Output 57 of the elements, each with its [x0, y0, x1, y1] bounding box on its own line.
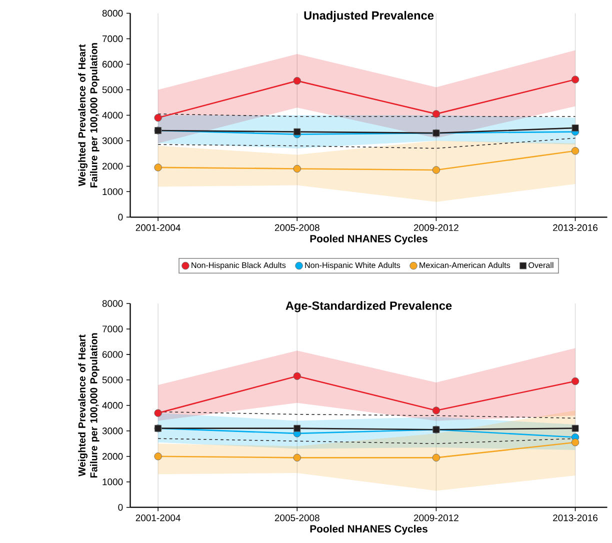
point [571, 146, 580, 155]
y-axis-title: Weighted Prevalence of Heart Failure per 100,000 Population [78, 333, 100, 478]
x-tick-label: 2001-2004 [136, 514, 180, 522]
point [293, 76, 301, 84]
x-tick-label: 2005-2008 [274, 224, 320, 231]
point [294, 128, 301, 136]
y-tick-label: 5000 [102, 86, 123, 93]
x-tick-label: 2013-2016 [553, 514, 598, 522]
point [294, 424, 301, 432]
y-tick-label: 8000 [102, 300, 123, 307]
point [572, 124, 579, 132]
legend-label: Non-Hispanic Black Adults [192, 262, 286, 270]
point [571, 76, 580, 84]
point [293, 164, 301, 172]
point [432, 454, 440, 462]
point [572, 424, 579, 432]
point [293, 454, 301, 462]
x-tick-label: 2009-2012 [414, 514, 458, 522]
point [154, 452, 162, 460]
y-tick-label: 6000 [102, 350, 123, 358]
x-tick-label: 2001-2004 [136, 224, 180, 231]
legend-label: Overall [528, 262, 554, 268]
point [432, 406, 440, 414]
point [293, 372, 301, 380]
y-tick-label: 7000 [102, 325, 123, 332]
x-tick-label: 2013-2016 [553, 224, 598, 231]
y-tick-label: 8000 [102, 10, 123, 16]
y-tick-label: 4000 [102, 112, 123, 118]
x-tick-label: 2005-2008 [274, 514, 320, 522]
y-tick-label: 4000 [102, 402, 123, 409]
y-tick-label: 5000 [102, 376, 123, 384]
y-tick-label: 3000 [102, 137, 123, 144]
point [571, 377, 580, 385]
y-tick-label: 7000 [102, 35, 123, 42]
chart-title: Age-Standardized Prevalence [286, 300, 452, 312]
y-axis-title: Weighted Prevalence of Heart Failure per 100,000 Population [78, 42, 100, 188]
y-tick-label: 1000 [102, 188, 123, 195]
point [154, 163, 162, 172]
x-tick-label: 2009-2012 [414, 224, 458, 231]
point [571, 438, 580, 446]
point [432, 166, 440, 174]
y-tick-label: 1000 [102, 478, 123, 486]
y-tick-label: 0 [118, 214, 123, 220]
point [432, 110, 440, 118]
y-tick-label: 0 [118, 504, 123, 511]
y-tick-label: 3000 [102, 427, 123, 434]
y-tick-label: 2000 [102, 162, 123, 170]
legend-label: Non-Hispanic White Adults [305, 262, 400, 270]
chart-title: Unadjusted Prevalence [304, 10, 434, 22]
point [154, 409, 162, 417]
x-axis-title: Pooled NHANES Cycles [310, 234, 428, 244]
legend-label: Mexican-American Adults [420, 262, 510, 268]
point [154, 114, 162, 122]
y-tick-label: 6000 [102, 60, 123, 68]
y-tick-label: 2000 [102, 452, 123, 460]
line-series [158, 138, 576, 149]
x-axis-title: Pooled NHANES Cycles [310, 524, 428, 534]
